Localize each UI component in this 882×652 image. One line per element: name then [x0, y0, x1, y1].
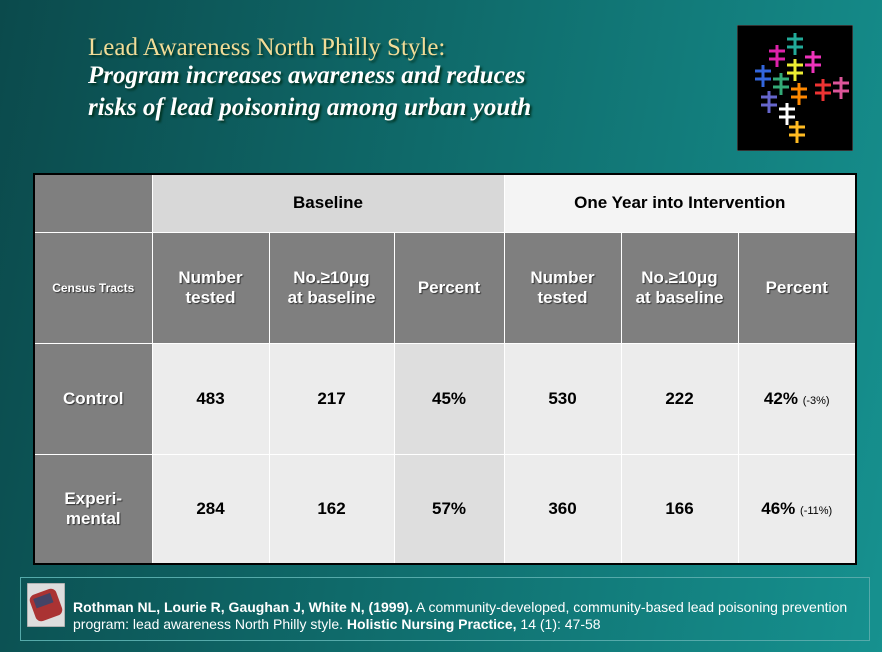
citation: Rothman NL, Lourie R, Gaughan J, White N… [20, 577, 870, 641]
data-cell: 166 [620, 453, 739, 565]
data-cell: 46% (-11%) [737, 453, 857, 565]
data-cell: 284 [151, 453, 270, 565]
data-cell: 42% (-3%) [737, 342, 857, 455]
cell-value: 42% [763, 388, 798, 408]
cell-change: (-3%) [802, 394, 830, 407]
data-cell: 45% [393, 342, 505, 455]
book-icon [27, 583, 65, 627]
data-cell: 530 [503, 342, 622, 455]
row-label: Experi- mental [33, 453, 153, 565]
data-cell: 222 [620, 342, 739, 455]
results-table: Baseline One Year into Intervention Cens… [33, 173, 858, 565]
group-header: Baseline [151, 173, 505, 233]
column-header: Percent [737, 231, 857, 344]
column-header: Number tested [503, 231, 622, 344]
logo [737, 25, 853, 151]
row-label: Control [33, 342, 153, 455]
data-cell: 360 [503, 453, 622, 565]
cell-change: (-11%) [800, 504, 833, 517]
column-header: Census Tracts [33, 231, 153, 344]
citation-journal: Holistic Nursing Practice, [346, 616, 517, 632]
data-cell: 483 [151, 342, 270, 455]
citation-details: 14 (1): 47-58 [520, 616, 601, 632]
citation-article: A community-developed, community-based l… [73, 599, 848, 632]
column-header: Number tested [151, 231, 270, 344]
citation-authors: Rothman NL, Lourie R, Gaughan J, White N… [73, 599, 413, 615]
empty-cell [33, 173, 153, 233]
data-cell: 217 [268, 342, 395, 455]
subtitle: Program increases awareness and reduces [88, 62, 526, 89]
column-header: Percent [393, 231, 505, 344]
title: Lead Awareness North Philly Style: [88, 34, 446, 61]
subtitle: risks of lead poisoning among urban yout… [88, 94, 532, 121]
data-cell: 162 [268, 453, 395, 565]
data-cell: 57% [393, 453, 505, 565]
citation-text: Rothman NL, Lourie R, Gaughan J, White N… [73, 599, 863, 633]
column-header: No.≥10μg at baseline [268, 231, 395, 344]
column-header: No.≥10μg at baseline [620, 231, 739, 344]
cell-value: 46% [761, 498, 796, 518]
group-header: One Year into Intervention [503, 173, 857, 233]
